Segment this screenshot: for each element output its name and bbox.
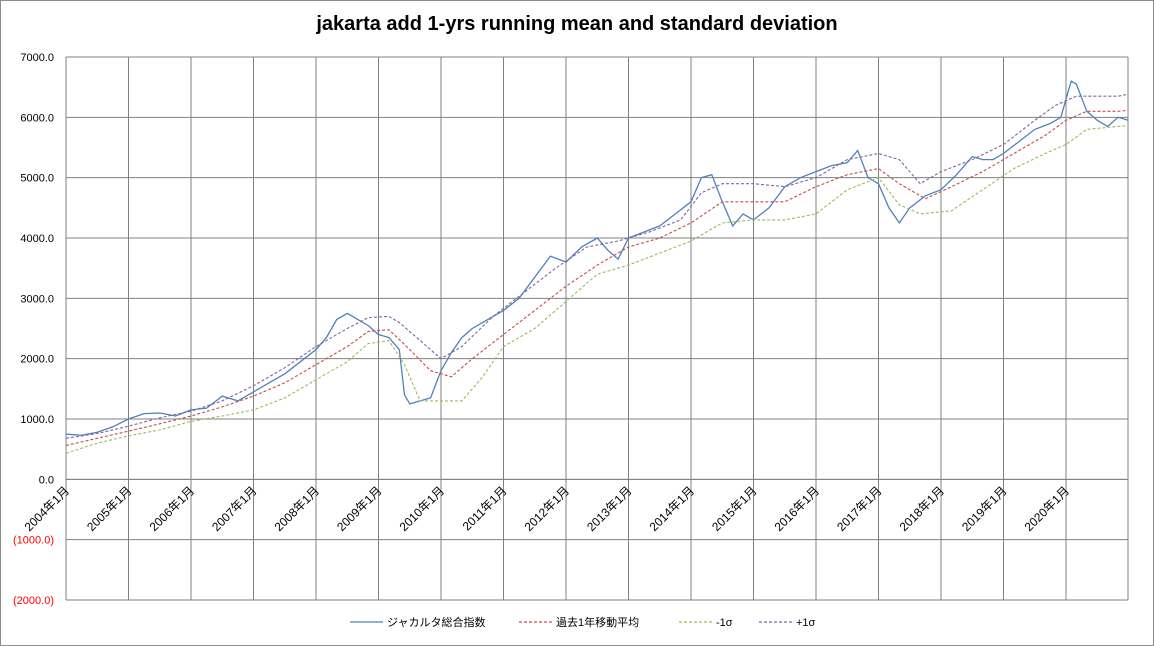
chart-title: jakarta add 1-yrs running mean and stand… [316,13,838,35]
legend-label: ジャカルタ総合指数 [387,615,485,629]
x-tick-label: 2005年1月 [84,484,134,534]
x-tick-label: 2012年1月 [522,484,572,534]
series-line [66,93,1128,439]
legend-label: 過去1年移動平均 [556,615,639,629]
x-tick-label: 2017年1月 [834,484,884,534]
y-tick-label: 3000.0 [20,293,54,305]
series-line [66,109,1128,447]
y-tick-label: 6000.0 [20,112,54,124]
x-tick-label: 2018年1月 [897,484,947,534]
y-tick-label: 7000.0 [20,52,54,64]
x-tick-label: 2015年1月 [709,484,759,534]
y-tick-label: 5000.0 [20,173,54,185]
y-tick-label: 1000.0 [20,414,54,426]
series-lines [66,80,1128,454]
x-tick-label: 2008年1月 [272,484,322,534]
series-line [66,124,1128,454]
y-tick-label: 4000.0 [20,233,54,245]
gridlines [65,56,1129,601]
x-tick-label: 2014年1月 [647,484,697,534]
y-tick-label: (1000.0) [13,535,54,547]
series-line [66,80,1128,436]
legend-label: -1σ [716,617,733,629]
legend-label: +1σ [796,617,816,629]
x-tick-label: 2013年1月 [584,484,634,534]
x-tick-label: 2020年1月 [1022,484,1072,534]
x-tick-label: 2006年1月 [147,484,197,534]
y-tick-label: 0.0 [39,474,54,486]
legend: ジャカルタ総合指数 過去1年移動平均 -1σ +1σ [350,615,816,629]
y-axis-labels: 7000.0 6000.0 5000.0 4000.0 3000.0 2000.0 1000… [13,52,54,607]
x-tick-label: 2011年1月 [460,484,510,534]
x-tick-label: 2016年1月 [772,484,822,534]
x-tick-label: 2009年1月 [334,484,384,534]
x-tick-label: 2010年1月 [397,484,447,534]
x-tick-label: 2019年1月 [959,484,1009,534]
y-tick-label: 2000.0 [20,354,54,366]
x-tick-label: 2004年1月 [22,484,72,534]
x-tick-label: 2007年1月 [209,484,259,534]
x-axis-labels: 2004年1月 2005年1月 2006年1月 2007年1月 2008年1月 2009年… [22,484,1072,534]
y-tick-label: (2000.0) [13,595,54,607]
